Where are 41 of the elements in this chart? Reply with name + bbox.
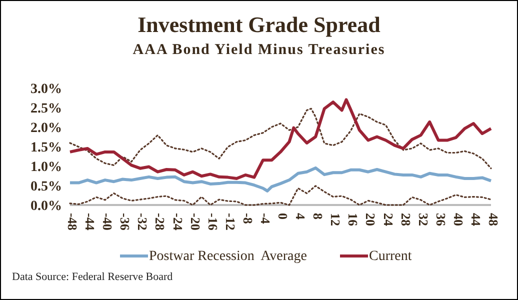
x-tick-label: -20 (188, 213, 203, 230)
x-tick-label: 0 (276, 213, 290, 220)
x-tick-label: 32 (416, 213, 431, 226)
x-tick-label: -4 (258, 213, 273, 224)
x-tick-label: 12 (328, 213, 344, 226)
x-tick-label: -36 (118, 213, 133, 231)
y-tick-label: 0.0% (30, 199, 62, 214)
x-tick-label: 24 (380, 213, 396, 226)
x-tick-label: 16 (346, 213, 361, 226)
x-tick-label: -16 (205, 213, 220, 231)
line-series (69, 108, 492, 170)
x-tick-label: 36 (433, 213, 448, 226)
legend-label: Postwar Recession Average (149, 249, 307, 264)
chart-title: Investment Grade Spread (138, 12, 380, 37)
y-tick-label: 0.5% (30, 180, 62, 194)
line-series (68, 166, 492, 192)
x-tick-label: -48 (65, 213, 80, 231)
x-tick-label: 20 (363, 213, 378, 226)
y-tick-label: 2.0% (30, 121, 62, 136)
y-tick-label: 1.5% (30, 140, 62, 156)
x-tick-label: 8 (310, 213, 326, 220)
x-tick-label: -44 (82, 213, 98, 231)
x-tick-label: -12 (222, 213, 238, 230)
x-tick-label: -32 (135, 213, 150, 230)
x-tick-label: -40 (100, 213, 116, 230)
x-tick-label: -24 (170, 213, 186, 231)
x-tick-label: -8 (240, 213, 256, 224)
x-tick-label: 4 (293, 213, 308, 220)
y-tick-label: 3.0% (30, 82, 62, 97)
line-series (68, 98, 492, 180)
x-tick-label: 44 (468, 213, 484, 226)
x-tick-label: 48 (486, 213, 501, 226)
source-note: Data Source: Federal Reserve Board (12, 271, 174, 283)
line-series (69, 185, 492, 206)
x-tick-label: 40 (450, 213, 466, 226)
x-tick-label: -28 (152, 213, 168, 231)
y-tick-label: 1.0% (30, 160, 62, 175)
x-tick-label: 28 (398, 213, 414, 226)
chart-subtitle: AAA Bond Yield Minus Treasuries (132, 42, 386, 58)
legend-label: Current (369, 249, 412, 264)
y-tick-label: 2.5% (30, 102, 62, 116)
